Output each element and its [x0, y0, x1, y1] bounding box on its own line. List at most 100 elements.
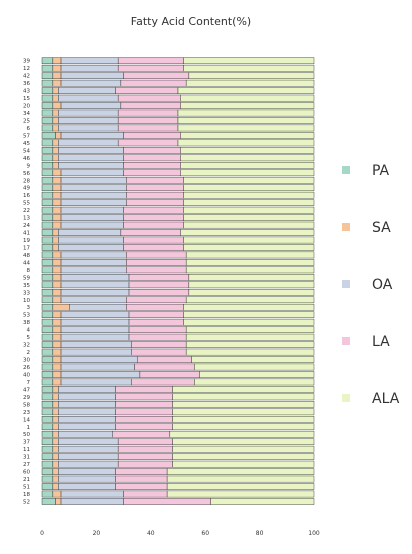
bar-segment-pa — [41, 259, 54, 266]
bar-segment-ala — [172, 408, 315, 416]
bar-segment-pa — [41, 281, 54, 289]
bar-segment-sa — [52, 453, 59, 460]
bar-row-20: 20 — [23, 102, 315, 110]
bar-segment-oa — [60, 498, 124, 505]
category-label: 46 — [23, 156, 30, 162]
category-label: 59 — [23, 275, 30, 281]
bar-segment-ala — [183, 176, 315, 184]
bar-segment-la — [128, 289, 190, 296]
bar-segment-pa — [41, 415, 54, 423]
bar-segment-sa — [52, 289, 62, 296]
bar-segment-ala — [185, 348, 315, 356]
bar-segment-la — [120, 79, 187, 87]
bar-segment-oa — [60, 356, 138, 363]
bar-segment-sa — [52, 169, 62, 177]
bar-segment-pa — [41, 64, 54, 72]
bar-segment-oa — [58, 423, 116, 431]
bar-segment-la — [123, 244, 184, 251]
bar-segment-la — [123, 132, 181, 139]
bar-segment-ala — [188, 72, 315, 79]
bar-segment-oa — [68, 303, 127, 311]
bar-segment-pa — [41, 124, 54, 132]
bar-segment-oa — [60, 274, 130, 281]
category-label: 58 — [23, 402, 30, 408]
bar-segment-ala — [183, 221, 315, 229]
bar-row-36: 36 — [23, 79, 315, 87]
bar-segment-oa — [60, 214, 124, 221]
bar-segment-sa — [52, 221, 62, 229]
bar-segment-ala — [183, 191, 315, 199]
bar-segment-oa — [58, 87, 116, 94]
bar-segment-ala — [183, 184, 315, 192]
bar-segment-pa — [41, 423, 54, 431]
bar-row-7: 7 — [27, 378, 315, 386]
bar-segment-la — [128, 326, 187, 333]
bar-row-29: 29 — [23, 393, 315, 401]
bar-segment-sa — [52, 363, 62, 371]
bar-segment-la — [136, 356, 192, 363]
bar-segment-pa — [41, 72, 54, 79]
category-label: 50 — [23, 432, 30, 438]
bar-segment-oa — [60, 348, 132, 356]
bar-segment-sa — [52, 184, 62, 192]
bar-segment-sa — [55, 498, 62, 505]
legend-label-pa: PA — [372, 163, 390, 179]
bar-segment-sa — [52, 430, 59, 438]
category-label: 10 — [23, 298, 30, 304]
bar-segment-oa — [60, 289, 130, 296]
bar-segment-ala — [180, 132, 315, 139]
bar-segment-sa — [52, 341, 62, 348]
bar-segment-pa — [41, 169, 54, 177]
bar-segment-sa — [52, 162, 59, 169]
bar-segment-pa — [41, 363, 54, 371]
category-label: 22 — [23, 208, 30, 214]
bar-segment-ala — [188, 281, 315, 289]
bar-segment-sa — [52, 79, 62, 87]
bar-segment-pa — [41, 445, 54, 453]
category-label: 37 — [23, 440, 30, 446]
bar-segment-sa — [52, 191, 62, 199]
bar-segment-sa — [52, 303, 70, 311]
bar-segment-la — [115, 393, 173, 401]
bar-segment-sa — [52, 438, 59, 446]
bar-segment-pa — [41, 109, 54, 117]
bar-segment-sa — [52, 244, 59, 251]
category-label: 3 — [27, 305, 31, 311]
bar-segment-sa — [52, 468, 59, 475]
bar-segment-oa — [60, 57, 119, 65]
bar-segment-oa — [60, 184, 127, 192]
legend-label-la: LA — [372, 334, 390, 350]
bar-row-27: 27 — [23, 460, 315, 468]
bar-segment-sa — [52, 311, 62, 319]
bar-segment-oa — [60, 266, 127, 274]
bar-segment-la — [126, 266, 187, 274]
bar-segment-pa — [41, 251, 54, 259]
bar-segment-oa — [58, 94, 119, 102]
bar-segment-la — [115, 401, 173, 408]
category-label: 28 — [23, 178, 30, 184]
bar-row-55: 55 — [23, 199, 315, 207]
bar-segment-la — [117, 57, 184, 65]
category-label: 51 — [23, 485, 30, 491]
bar-segment-pa — [41, 274, 54, 281]
bar-segment-sa — [52, 333, 62, 341]
bar-row-48: 48 — [23, 251, 315, 259]
bar-segment-oa — [58, 244, 124, 251]
bar-row-18: 18 — [23, 490, 315, 498]
bar-segment-pa — [41, 401, 54, 408]
bar-segment-ala — [210, 498, 315, 505]
bar-segment-la — [117, 445, 173, 453]
bar-segment-la — [123, 498, 211, 505]
bar-row-5: 5 — [27, 333, 315, 341]
bar-segment-pa — [41, 408, 54, 416]
bar-segment-pa — [41, 176, 54, 184]
bar-row-39: 39 — [23, 57, 315, 65]
bar-segment-ala — [183, 57, 315, 65]
bar-row-32: 32 — [23, 341, 315, 349]
category-label: 33 — [23, 290, 30, 296]
bar-segment-la — [123, 154, 181, 162]
category-label: 20 — [23, 104, 30, 110]
bar-segment-pa — [41, 348, 54, 356]
chart-title: Fatty Acid Content(%) — [131, 15, 251, 28]
bar-segment-ala — [183, 311, 315, 319]
